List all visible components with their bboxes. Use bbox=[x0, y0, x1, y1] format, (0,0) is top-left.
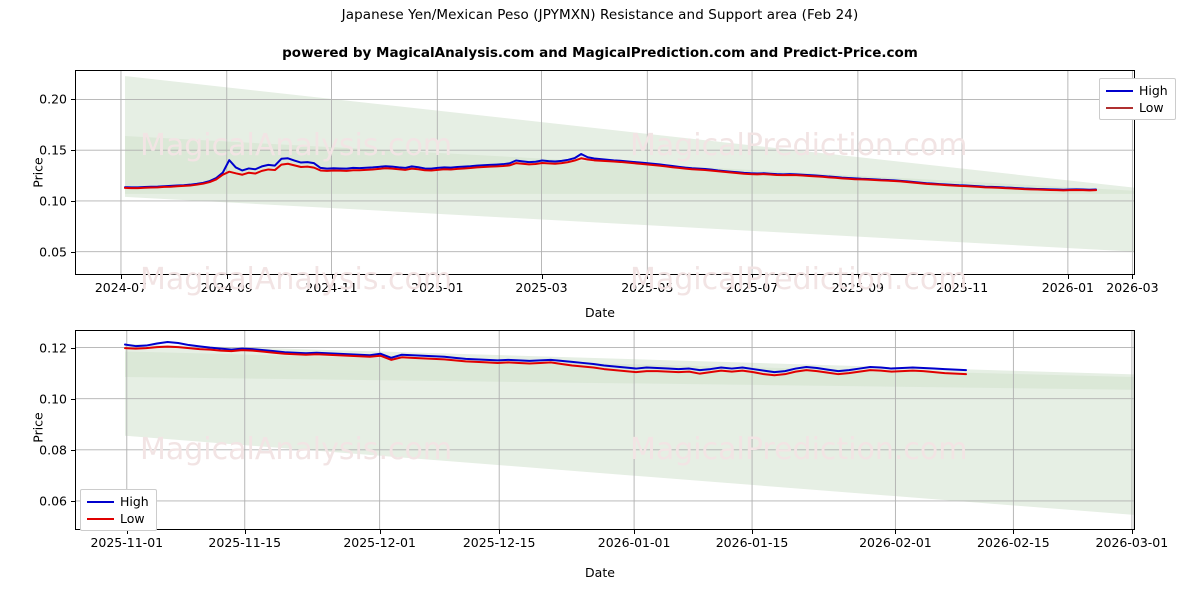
legend-line-icon bbox=[1106, 106, 1133, 109]
x-axis-tick-label: 2025-11 bbox=[935, 280, 989, 295]
x-axis-tick-mark bbox=[126, 530, 128, 534]
legend-line-icon bbox=[87, 517, 114, 520]
x-axis-tick-mark bbox=[857, 275, 859, 279]
x-axis-tick-mark bbox=[226, 275, 228, 279]
x-axis-tick-label: 2025-09 bbox=[831, 280, 884, 295]
bottom-chart-ylabel: Price bbox=[30, 412, 46, 443]
x-axis-tick-label: 2025-11-01 bbox=[90, 535, 164, 550]
y-axis-tick-mark bbox=[71, 150, 75, 152]
x-axis-tick-mark bbox=[752, 530, 754, 534]
x-axis-tick-mark bbox=[962, 275, 964, 279]
legend-label: High bbox=[120, 494, 149, 509]
y-axis-tick-label: 0.20 bbox=[39, 91, 67, 107]
x-axis-tick-label: 2026-02-15 bbox=[977, 535, 1050, 550]
x-axis-tick-mark bbox=[331, 275, 333, 279]
bottom-chart-frame bbox=[75, 330, 1135, 530]
x-axis-tick-label: 2025-12-01 bbox=[343, 535, 416, 550]
x-axis-tick-mark bbox=[1131, 530, 1133, 534]
legend-item[interactable]: Low bbox=[1106, 100, 1168, 115]
y-axis-tick-label: 0.15 bbox=[39, 142, 67, 158]
x-axis-tick-mark bbox=[1132, 275, 1134, 279]
bottom-chart-xlabel: Date bbox=[585, 565, 615, 580]
x-axis-tick-mark bbox=[647, 275, 649, 279]
y-axis-tick-mark bbox=[71, 251, 75, 253]
bottom-chart-svg bbox=[76, 331, 1134, 529]
top-chart-svg bbox=[76, 71, 1134, 274]
y-axis-tick-mark bbox=[71, 347, 75, 349]
bottom-chart-legend[interactable]: High Low bbox=[80, 489, 157, 531]
top-chart-plot-area bbox=[76, 71, 1134, 274]
y-axis-tick-label: 0.10 bbox=[39, 391, 67, 407]
x-axis-tick-label: 2026-01-15 bbox=[715, 535, 789, 550]
bottom-chart-panel bbox=[75, 330, 1135, 530]
x-axis-tick-label: 2025-07 bbox=[725, 280, 779, 295]
legend-item[interactable]: High bbox=[1106, 83, 1168, 98]
top-chart-xlabel: Date bbox=[585, 305, 615, 320]
x-axis-tick-label: 2025-05 bbox=[621, 280, 674, 295]
top-chart-ylabel: Price bbox=[30, 157, 46, 188]
x-axis-tick-mark bbox=[499, 530, 501, 534]
x-axis-tick-mark bbox=[437, 275, 439, 279]
x-axis-tick-mark bbox=[541, 275, 543, 279]
x-axis-tick-label: 2025-12-15 bbox=[462, 535, 536, 550]
x-axis-tick-label: 2024-11 bbox=[305, 280, 358, 295]
x-axis-tick-label: 2024-07 bbox=[94, 280, 148, 295]
y-axis-tick-mark bbox=[71, 398, 75, 400]
legend-item[interactable]: Low bbox=[87, 511, 149, 526]
x-axis-tick-mark bbox=[895, 530, 897, 534]
y-axis-tick-mark bbox=[71, 200, 75, 202]
legend-line-icon bbox=[1106, 89, 1133, 92]
x-axis-tick-label: 2026-03 bbox=[1106, 280, 1159, 295]
x-axis-tick-mark bbox=[244, 530, 246, 534]
x-axis-tick-label: 2026-02-01 bbox=[859, 535, 932, 550]
x-axis-tick-label: 2024-09 bbox=[200, 280, 253, 295]
page-subtitle: powered by MagicalAnalysis.com and Magic… bbox=[282, 45, 918, 61]
y-axis-tick-label: 0.12 bbox=[39, 340, 67, 356]
x-axis-tick-label: 2026-03-01 bbox=[1095, 535, 1169, 550]
y-axis-tick-label: 0.05 bbox=[39, 244, 67, 260]
y-axis-tick-label: 0.06 bbox=[39, 493, 67, 509]
y-axis-tick-mark bbox=[71, 99, 75, 101]
x-axis-tick-mark bbox=[634, 530, 636, 534]
x-axis-tick-mark bbox=[752, 275, 754, 279]
x-axis-tick-label: 2026-01-01 bbox=[597, 535, 671, 550]
legend-label: Low bbox=[120, 511, 145, 526]
x-axis-tick-mark bbox=[120, 275, 122, 279]
y-axis-tick-label: 0.10 bbox=[39, 193, 67, 209]
y-axis-tick-mark bbox=[71, 449, 75, 451]
x-axis-tick-label: 2025-11-15 bbox=[208, 535, 282, 550]
x-axis-tick-label: 2025-01 bbox=[411, 280, 464, 295]
x-axis-tick-mark bbox=[379, 530, 381, 534]
y-axis-tick-mark bbox=[71, 500, 75, 502]
top-chart-panel bbox=[75, 70, 1135, 275]
legend-label: Low bbox=[1139, 100, 1164, 115]
legend-item[interactable]: High bbox=[87, 494, 149, 509]
top-chart-frame bbox=[75, 70, 1135, 275]
page-title: Japanese Yen/Mexican Peso (JPYMXN) Resis… bbox=[341, 7, 859, 23]
legend-line-icon bbox=[87, 500, 114, 503]
x-axis-tick-mark bbox=[1013, 530, 1015, 534]
bottom-chart-plot-area bbox=[76, 331, 1134, 529]
legend-label: High bbox=[1139, 83, 1168, 98]
x-axis-tick-label: 2026-01 bbox=[1041, 280, 1094, 295]
top-chart-legend[interactable]: High Low bbox=[1099, 78, 1176, 120]
x-axis-tick-mark bbox=[1067, 275, 1069, 279]
y-axis-tick-label: 0.08 bbox=[39, 442, 67, 458]
x-axis-tick-label: 2025-03 bbox=[515, 280, 568, 295]
